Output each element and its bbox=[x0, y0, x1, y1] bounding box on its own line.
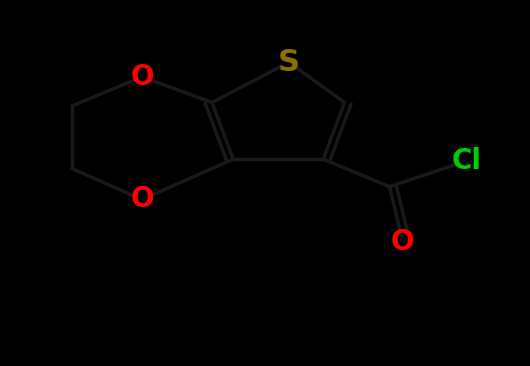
Text: S: S bbox=[278, 48, 300, 77]
Text: O: O bbox=[130, 63, 154, 91]
Text: O: O bbox=[130, 186, 154, 213]
Text: Cl: Cl bbox=[452, 147, 481, 175]
Text: O: O bbox=[391, 228, 414, 255]
